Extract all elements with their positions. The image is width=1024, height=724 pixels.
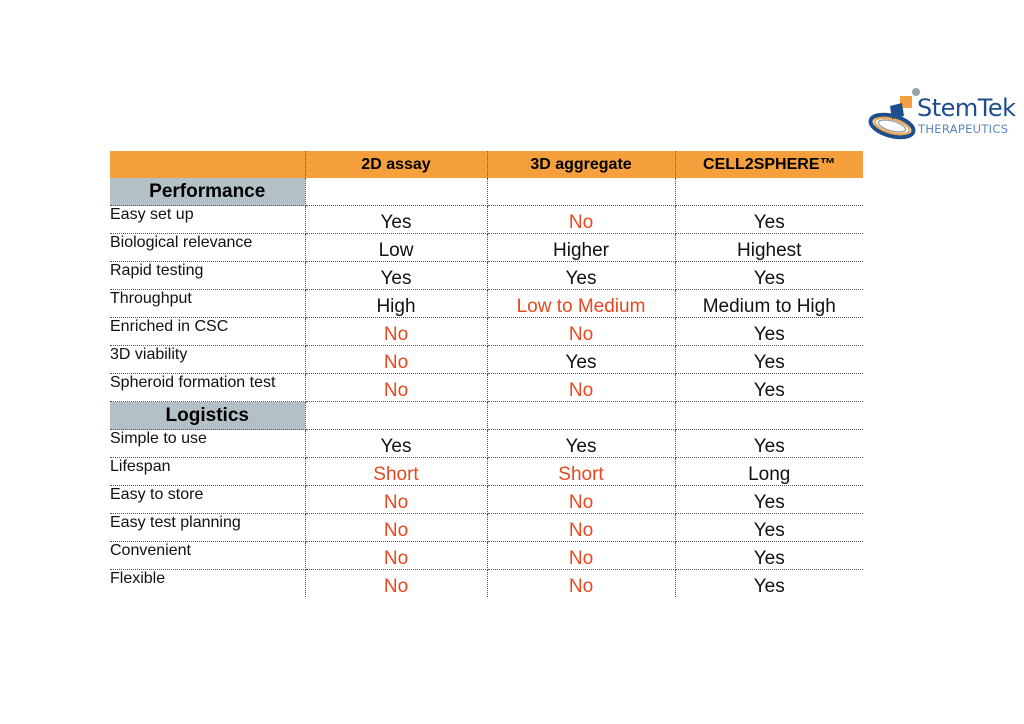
- header-corner: [110, 151, 306, 178]
- logo-mark-icon: [868, 88, 920, 140]
- value-cell: No: [305, 345, 488, 374]
- value-cell: Yes: [675, 345, 863, 374]
- row-label: Throughput: [110, 289, 306, 318]
- value-cell: Highest: [675, 233, 863, 262]
- value-cell: Yes: [305, 429, 488, 458]
- logo-name: StemTek: [917, 94, 1016, 122]
- value-cell: Medium to High: [675, 289, 863, 318]
- table-row: Enriched in CSC No No Yes: [110, 317, 863, 346]
- value-cell: No: [487, 485, 676, 514]
- table-row: Biological relevance Low Higher Highest: [110, 233, 863, 262]
- value-cell: No: [487, 513, 676, 542]
- table-row: Easy to store No No Yes: [110, 485, 863, 514]
- section-empty-cell: [487, 178, 676, 206]
- table-row: Simple to use Yes Yes Yes: [110, 429, 863, 458]
- value-cell: Yes: [305, 261, 488, 290]
- value-cell: Yes: [753, 576, 785, 597]
- section-empty-cell: [305, 401, 488, 430]
- value-cell: Yes: [675, 261, 863, 290]
- value-cell: No: [487, 205, 676, 234]
- column-header-3d-aggregate: 3D aggregate: [487, 151, 676, 178]
- table-row: Convenient No No Yes: [110, 541, 863, 570]
- value-cell: Yes: [487, 261, 676, 290]
- value-cell: Yes: [675, 485, 863, 514]
- table-row: Throughput High Low to Medium Medium to Hig…: [110, 289, 863, 318]
- value-cell: No: [305, 541, 488, 570]
- value-cell: Long: [675, 457, 863, 486]
- section-empty-cell: [675, 401, 863, 430]
- section-title: Logistics: [110, 401, 306, 430]
- table-row: Easy test planning No No Yes: [110, 513, 863, 542]
- row-label: Lifespan: [110, 457, 306, 486]
- section-row: Performance: [110, 178, 863, 206]
- value-cell: Yes: [675, 317, 863, 346]
- value-cell: Yes: [675, 513, 863, 542]
- value-cell: No: [305, 373, 488, 402]
- value-cell: Yes: [487, 429, 676, 458]
- column-header-cell2sphere: CELL2SPHERE™: [675, 151, 863, 178]
- value-cell: No: [305, 485, 488, 514]
- row-label: 3D viability: [110, 345, 306, 374]
- logo-subtitle: THERAPEUTICS: [918, 122, 1009, 136]
- row-label: Easy to store: [110, 485, 306, 514]
- table-row: Flexible No No Yes: [110, 569, 863, 597]
- section-empty-cell: [675, 178, 863, 206]
- value-cell: No: [487, 373, 676, 402]
- column-header-2d-assay: 2D assay: [305, 151, 488, 178]
- value-cell: Yes: [675, 205, 863, 234]
- row-label: Flexible: [110, 569, 306, 597]
- row-label: Easy set up: [110, 205, 306, 234]
- value-cell: Yes: [675, 541, 863, 570]
- value-cell: High: [305, 289, 488, 318]
- value-cell: Yes: [675, 429, 863, 458]
- table-row: Lifespan Short Short Long: [110, 457, 863, 486]
- row-label: Biological relevance: [110, 233, 306, 262]
- section-title: Performance: [110, 178, 306, 206]
- value-cell: No: [305, 513, 488, 542]
- table-header-row: 2D assay 3D aggregate CELL2SPHERE™: [110, 151, 863, 178]
- value-cell: Short: [487, 457, 676, 486]
- value-cell: Yes: [487, 345, 676, 374]
- value-cell: Yes: [675, 373, 863, 402]
- table-row: 3D viability No Yes Yes: [110, 345, 863, 374]
- row-label: Enriched in CSC: [110, 317, 306, 346]
- value-cell: Short: [305, 457, 488, 486]
- row-label: Simple to use: [110, 429, 306, 458]
- table-row: Easy set up Yes No Yes: [110, 205, 863, 234]
- value-cell: Yes: [305, 205, 488, 234]
- row-label: Spheroid formation test: [110, 373, 306, 402]
- table-row: Rapid testing Yes Yes Yes: [110, 261, 863, 290]
- stemtek-logo: StemTek THERAPEUTICS: [866, 86, 1016, 148]
- comparison-table: 2D assay 3D aggregate CELL2SPHERE™ Perfo…: [110, 151, 863, 597]
- value-cell: Low: [305, 233, 488, 262]
- value-cell: No: [487, 569, 676, 597]
- value-cell: No: [487, 541, 676, 570]
- value-cell: No: [305, 569, 488, 597]
- row-label: Easy test planning: [110, 513, 306, 542]
- table-row: Spheroid formation test No No Yes: [110, 373, 863, 402]
- row-label: Convenient: [110, 541, 306, 570]
- value-cell: No: [487, 317, 676, 346]
- section-empty-cell: [487, 401, 676, 430]
- section-row: Logistics: [110, 401, 863, 430]
- row-label: Rapid testing: [110, 261, 306, 290]
- table-body: Performance Easy set up Yes No Yes Biological…: [110, 178, 863, 597]
- value-cell: Low to Medium: [487, 289, 676, 318]
- value-cell: No: [305, 317, 488, 346]
- section-empty-cell: [305, 178, 488, 206]
- value-cell: Higher: [487, 233, 676, 262]
